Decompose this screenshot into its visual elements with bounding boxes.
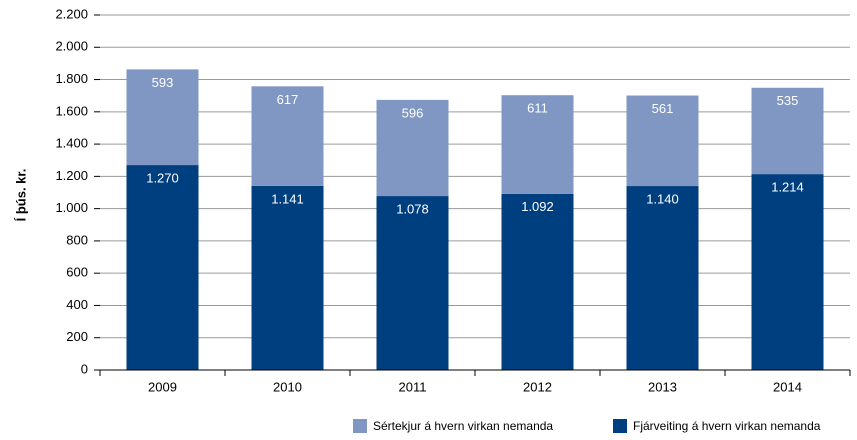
bar-segment <box>251 185 324 370</box>
y-tick-label: 2.000 <box>55 39 88 54</box>
data-label: 1.270 <box>146 171 179 186</box>
bar-segment <box>251 86 324 186</box>
data-label: 1.214 <box>771 180 804 195</box>
legend-label: Fjárveiting á hvern virkan nemanda <box>633 419 821 433</box>
bar-segment <box>376 99 449 197</box>
data-label: 593 <box>152 75 174 90</box>
legend-swatch <box>353 419 367 433</box>
y-tick-label: 2.200 <box>55 6 88 21</box>
data-label: 596 <box>402 105 424 120</box>
y-tick-label: 0 <box>81 361 88 376</box>
x-tick-label: 2013 <box>648 379 677 394</box>
bar-segment <box>751 174 824 370</box>
y-tick-label: 1.600 <box>55 103 88 118</box>
y-tick-label: 1.400 <box>55 136 88 151</box>
data-label: 611 <box>527 101 548 116</box>
y-tick-label: 1.000 <box>55 200 88 215</box>
y-tick-label: 800 <box>66 232 88 247</box>
x-tick-label: 2012 <box>523 379 552 394</box>
data-label: 617 <box>277 92 299 107</box>
bar-segment <box>626 95 699 187</box>
x-tick-label: 2011 <box>399 379 427 394</box>
bar-segment <box>626 186 699 370</box>
x-tick-label: 2009 <box>148 379 177 394</box>
data-label: 1.140 <box>646 191 679 206</box>
data-label: 535 <box>777 93 799 108</box>
y-tick-label: 1.800 <box>55 71 88 86</box>
x-tick-label: 2014 <box>773 379 802 394</box>
data-label: 1.078 <box>396 201 429 216</box>
bar-segment <box>501 193 574 370</box>
legend-label: Sértekjur á hvern virkan nemanda <box>373 419 553 433</box>
bar-segment <box>376 196 449 370</box>
bar-segment <box>126 69 199 166</box>
y-tick-label: 600 <box>66 265 88 280</box>
bar-segment <box>501 95 574 194</box>
x-tick-label: 2010 <box>273 379 302 394</box>
data-label: 1.092 <box>521 199 554 214</box>
y-tick-label: 1.200 <box>55 168 88 183</box>
bar-segment <box>751 87 824 175</box>
y-tick-label: 400 <box>66 297 88 312</box>
data-label: 561 <box>652 101 674 116</box>
bar-segment <box>126 165 199 370</box>
y-tick-label: 200 <box>66 329 88 344</box>
data-label: 1.141 <box>271 191 304 206</box>
y-axis-label: Í þús. kr. <box>13 169 28 222</box>
legend-swatch <box>613 419 627 433</box>
